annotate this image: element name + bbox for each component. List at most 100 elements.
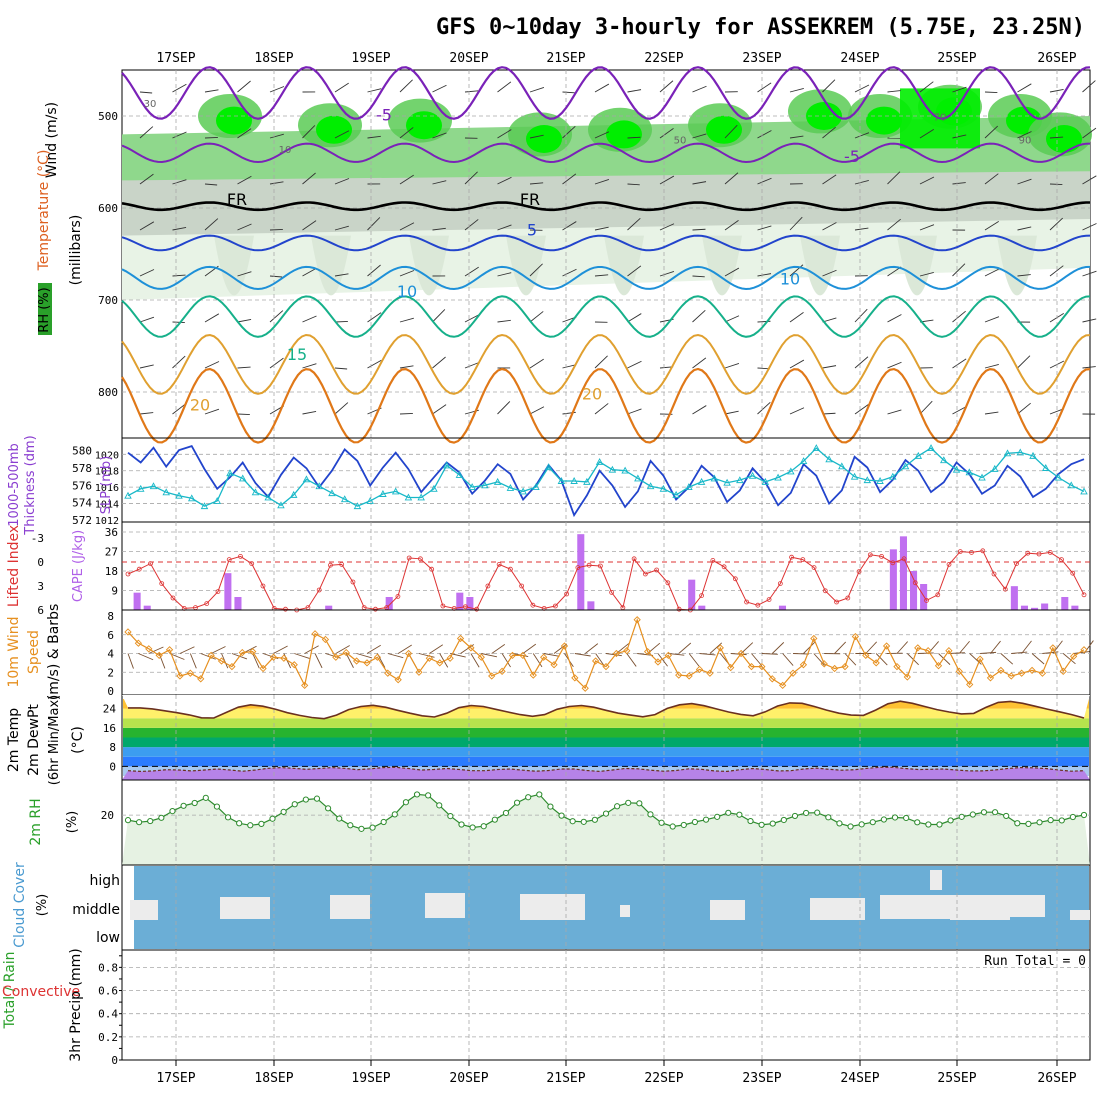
wind-barb-10m (969, 653, 982, 665)
wind-barb (854, 404, 869, 415)
rh-marker (825, 814, 832, 821)
wind-barb (789, 216, 803, 231)
wind-marker (238, 648, 246, 657)
wind-barb (1049, 183, 1063, 186)
cape-bar (920, 584, 928, 610)
panel-side-label: Temperature (°C) (36, 150, 52, 272)
panel-side-label: 10m Wind (6, 616, 22, 687)
li-marker (935, 592, 941, 598)
y-tick-label: 18 (105, 565, 118, 578)
li-marker (957, 549, 963, 554)
wind-barb (204, 137, 218, 139)
rh-marker (480, 823, 487, 830)
panel-side-label: (m/s) & Barbs (46, 604, 62, 701)
wind-marker (134, 639, 143, 647)
panel-side-label: 2m RH (28, 798, 44, 845)
wind-barb (269, 86, 285, 93)
thickness-marker (901, 462, 910, 470)
wind-barb (334, 178, 350, 185)
contour-label: 20 (582, 384, 602, 403)
rh-marker (269, 815, 276, 822)
rh-marker (358, 825, 365, 832)
rh-marker (925, 821, 932, 828)
wind-marker (758, 662, 766, 671)
wind-marker (467, 644, 475, 652)
wind-barb (659, 223, 675, 231)
panel-side-label: RH (%) (37, 287, 52, 332)
li-marker (463, 604, 468, 610)
wind-barb (1082, 127, 1097, 139)
cape-bar (889, 549, 897, 610)
wind-marker (165, 646, 174, 654)
wind-barb (302, 410, 317, 415)
thickness-marker (850, 472, 859, 480)
wind-speed-line (127, 617, 1085, 690)
rh-marker (880, 816, 888, 823)
li-marker (710, 558, 716, 563)
wind-barb (497, 176, 512, 185)
cape-bar (688, 579, 696, 610)
thickness-marker (595, 457, 604, 465)
li-marker (395, 594, 401, 599)
wind-barb-10m (1021, 640, 1032, 654)
wind-barb (659, 128, 674, 139)
thickness-marker (672, 490, 680, 498)
thickness-marker (583, 477, 591, 485)
thickness-marker (1054, 473, 1063, 481)
contour-label: 20 (190, 395, 210, 414)
wind-marker (259, 664, 267, 673)
panel-side-label: 1000-500mb (7, 443, 22, 527)
wind-barb (594, 274, 609, 277)
y-tick-label: 4 (107, 648, 114, 661)
wind-barb (529, 406, 545, 415)
wind-barb (692, 228, 706, 231)
li-marker (1081, 592, 1087, 598)
wind-barb-10m (803, 641, 816, 654)
rh-marker (491, 816, 498, 823)
thickness-marker (659, 484, 668, 492)
wind-barb (822, 126, 836, 139)
wind-barb-10m (543, 653, 560, 657)
wind-marker (675, 671, 683, 679)
li-marker (564, 591, 570, 597)
panel-side-label: Convective (2, 984, 80, 1000)
wind-barb-10m (138, 653, 154, 661)
isotherm-5 (121, 234, 1091, 252)
thickness-marker (442, 461, 451, 469)
rh-marker (1080, 811, 1088, 819)
day-label-bottom: 25SEP (937, 1071, 976, 1086)
cloud-block (1070, 910, 1090, 920)
wind-barb (367, 135, 381, 139)
rh-marker (658, 819, 665, 826)
wind-marker (841, 662, 849, 671)
wind-barb-10m (647, 642, 661, 654)
wind-barb-10m (980, 651, 997, 654)
rh-marker (714, 813, 721, 820)
wind-marker (810, 634, 818, 643)
wind-barb (887, 361, 902, 369)
rh-marker (947, 817, 954, 824)
thickness-marker (455, 470, 464, 478)
wind-marker (924, 647, 932, 655)
rh-marker (169, 808, 176, 815)
wind-marker (747, 662, 756, 671)
slp-line (127, 445, 1085, 518)
li-marker (845, 595, 851, 601)
temp-color-band (123, 747, 1089, 757)
wind-marker (342, 648, 350, 657)
li-marker (339, 562, 345, 567)
bottom-day-axis: 17SEP 18SEP 19SEP 20SEP 21SEP 22SEP 23SEP 24SEP… (156, 1060, 1077, 1086)
wind-barb (464, 314, 480, 323)
wind-barb (302, 125, 316, 139)
wind-marker (830, 664, 839, 673)
thickness-marker (302, 475, 311, 483)
li-marker (316, 587, 322, 593)
y-tick-label: 27 (105, 546, 118, 559)
temp-line (128, 700, 1085, 720)
thickness-marker (519, 487, 527, 495)
panel-side-label: Speed (26, 630, 42, 674)
cape-bar (1020, 605, 1028, 610)
precip-panel: 0.8 0.6 0.4 0.2 0 Run Total = 0 Total / RainCo… (2, 948, 1091, 1067)
wind-marker (695, 665, 704, 674)
wind-barb (464, 171, 478, 185)
